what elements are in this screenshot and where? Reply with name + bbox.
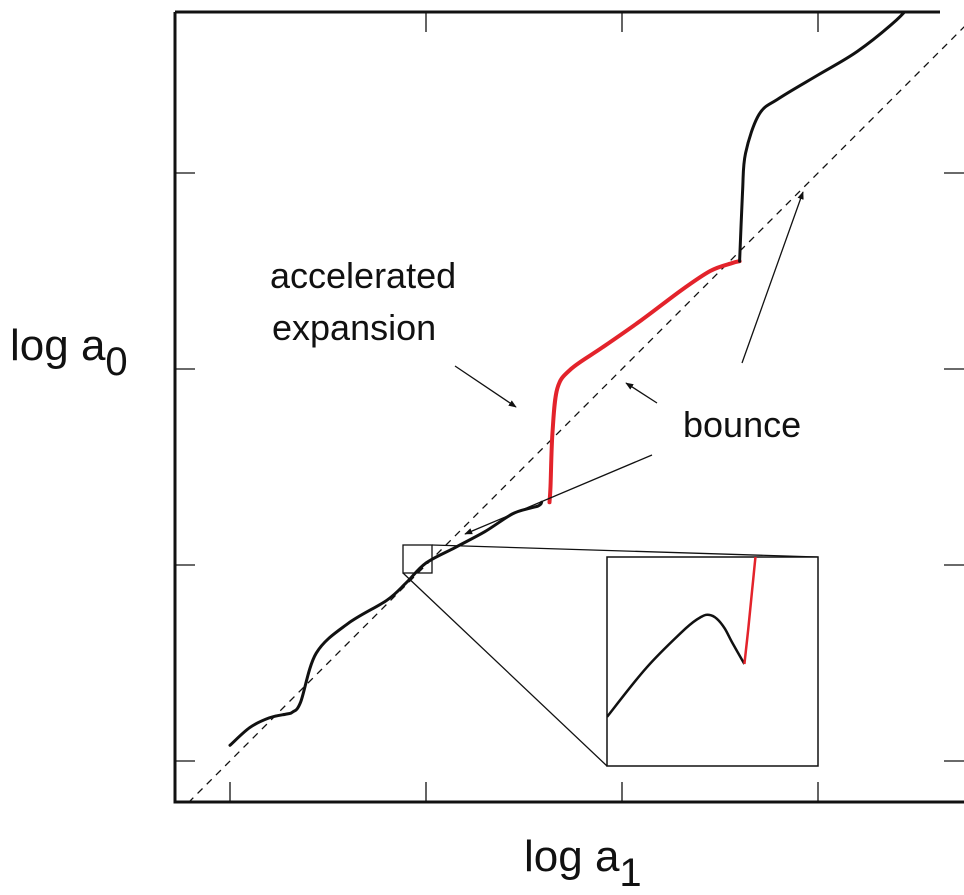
y-axis-label-main: log a xyxy=(10,321,106,370)
annotation-accelerated: accelerated xyxy=(270,255,456,296)
inset xyxy=(606,556,819,767)
series-line-2 xyxy=(547,259,742,505)
y-axis-label: log a0 xyxy=(10,321,128,384)
zoom-connector xyxy=(431,544,819,558)
ticks xyxy=(175,12,964,802)
inset-series-red xyxy=(743,557,757,665)
x-axis-label-main: log a xyxy=(524,832,620,881)
zoom-connector xyxy=(402,572,608,767)
annotation-arrow xyxy=(741,191,804,364)
inset-frame xyxy=(606,556,819,767)
inset-series-black xyxy=(607,613,746,718)
reference-diagonal xyxy=(188,26,964,802)
x-axis-label: log a1 xyxy=(524,832,642,895)
series-layer xyxy=(228,12,907,747)
axes-frame xyxy=(173,12,964,804)
annotation-bounce: bounce xyxy=(683,404,801,445)
series-line-3 xyxy=(738,12,907,263)
annotation-arrow xyxy=(454,365,517,408)
zoom-box xyxy=(402,544,433,574)
annotation-arrow xyxy=(625,382,658,404)
y-axis-label-subscript: 0 xyxy=(105,340,127,384)
annotation-expansion: expansion xyxy=(272,307,436,348)
x-axis-label-subscript: 1 xyxy=(619,851,641,895)
annotation-arrow xyxy=(464,454,653,535)
series-line-1 xyxy=(228,500,544,747)
